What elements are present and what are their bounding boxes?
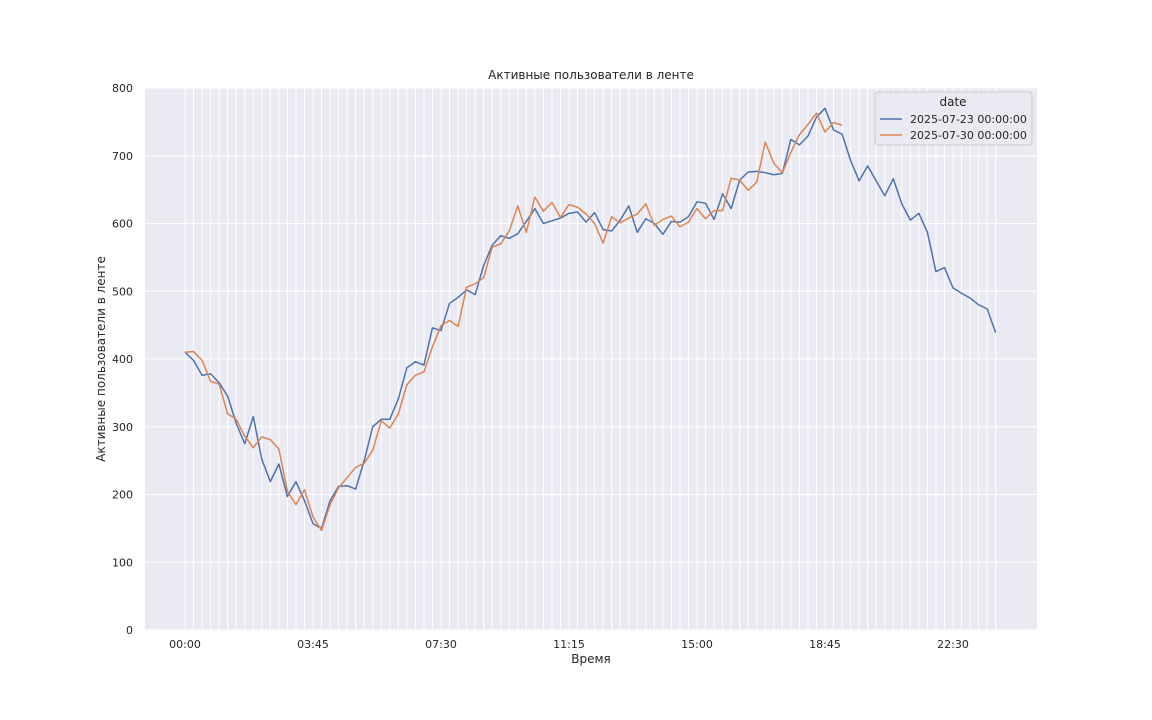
y-tick-label: 400 [112, 353, 133, 366]
chart-title: Активные пользователи в ленте [488, 68, 694, 82]
x-tick-label: 00:00 [169, 638, 201, 651]
y-tick-label: 0 [126, 624, 133, 637]
y-tick-label: 600 [112, 218, 133, 231]
x-axis-title: Время [571, 652, 611, 666]
legend-title: date [939, 95, 966, 109]
y-tick-label: 800 [112, 82, 133, 95]
x-tick-labels: 00:00 03:45 07:30 11:15 15:00 18:45 22:30 [169, 638, 969, 651]
series-line-2 [184, 112, 843, 532]
y-tick-label: 500 [112, 285, 133, 298]
x-tick-label: 03:45 [297, 638, 329, 651]
y-gridlines [145, 87, 1037, 631]
legend-box [874, 91, 1033, 146]
legend: date 2025-07-23 00:00:00 2025-07-30 00:0… [874, 91, 1033, 146]
legend-label-series-2: 2025-07-30 00:00:00 [910, 129, 1027, 142]
y-tick-labels: 0 100 200 300 400 500 600 700 800 [112, 82, 133, 637]
legend-label-series-1: 2025-07-23 00:00:00 [910, 113, 1027, 126]
series-lines [184, 107, 997, 532]
x-tick-label: 22:30 [937, 638, 969, 651]
y-tick-label: 100 [112, 556, 133, 569]
y-tick-label: 300 [112, 421, 133, 434]
x-tick-label: 18:45 [809, 638, 841, 651]
x-tick-label: 07:30 [425, 638, 457, 651]
y-tick-label: 700 [112, 150, 133, 163]
x-tick-label: 11:15 [553, 638, 585, 651]
y-axis-title: Активные пользователи в ленте [94, 256, 108, 462]
x-tick-label: 15:00 [681, 638, 713, 651]
x-gridlines [184, 88, 997, 630]
y-tick-label: 200 [112, 489, 133, 502]
